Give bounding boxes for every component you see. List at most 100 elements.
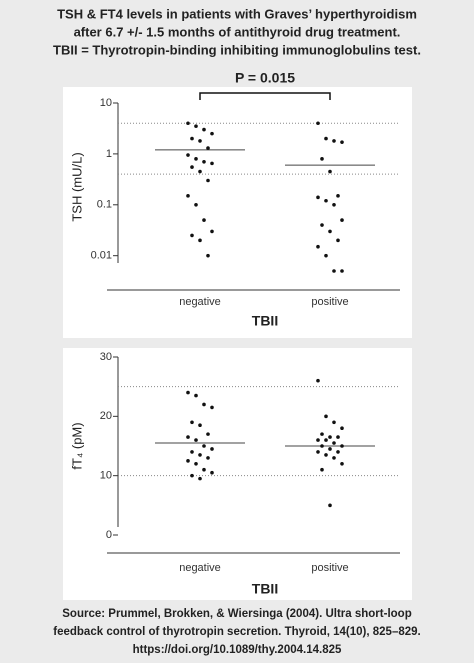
data-point — [340, 218, 344, 222]
panel — [63, 348, 412, 600]
y-tick-label: 30 — [100, 351, 112, 363]
data-point — [316, 244, 320, 249]
data-point — [340, 426, 344, 431]
x-tick-label: negative — [179, 562, 221, 574]
y-tick-label: 20 — [100, 410, 112, 422]
data-point — [194, 124, 198, 129]
data-point — [316, 438, 320, 442]
data-point — [316, 378, 320, 383]
data-point — [198, 453, 202, 457]
data-point — [206, 146, 210, 150]
data-point — [206, 456, 210, 460]
data-point — [186, 435, 190, 439]
data-point — [190, 136, 194, 141]
data-point — [324, 253, 328, 258]
data-point — [186, 390, 190, 395]
x-axis-label: TBII — [252, 313, 278, 329]
annotation: P = 0.015 — [235, 70, 295, 86]
data-point — [340, 462, 344, 466]
data-point — [316, 450, 320, 454]
data-point — [336, 194, 340, 198]
data-point — [324, 453, 328, 457]
data-point — [316, 195, 320, 200]
data-point — [198, 423, 202, 428]
data-point — [186, 153, 190, 157]
data-point — [210, 229, 214, 234]
data-point — [190, 420, 194, 425]
data-point — [210, 161, 214, 166]
title-line: TBII = Thyrotropin-binding inhibiting im… — [53, 42, 421, 57]
y-axis-label: TSH (mU/L) — [69, 152, 84, 221]
data-point — [340, 444, 344, 448]
y-tick-label: 1 — [106, 148, 112, 160]
y-axis-label: fT₄ (pM) — [69, 422, 84, 469]
data-point — [324, 136, 328, 141]
data-point — [198, 169, 202, 174]
data-point — [332, 139, 336, 143]
data-point — [320, 432, 324, 436]
data-point — [202, 159, 206, 164]
data-point — [190, 473, 194, 478]
data-point — [316, 121, 320, 126]
data-point — [186, 459, 190, 463]
y-tick-label: 10 — [100, 97, 112, 109]
panel — [63, 87, 412, 338]
data-point — [320, 467, 324, 472]
data-point — [210, 405, 214, 410]
data-point — [210, 470, 214, 475]
data-point — [194, 202, 198, 207]
data-point — [328, 169, 332, 174]
source-line: https://doi.org/10.1089/thy.2004.14.825 — [133, 644, 342, 656]
data-point — [190, 165, 194, 169]
title-line: after 6.7 +/- 1.5 months of antithyroid … — [74, 24, 401, 39]
data-point — [332, 456, 336, 460]
x-axis-label: TBII — [252, 581, 278, 597]
data-point — [332, 420, 336, 425]
data-point — [202, 218, 206, 222]
data-point — [336, 435, 340, 439]
data-point — [210, 447, 214, 451]
y-tick-label: 0.1 — [97, 199, 112, 211]
data-point — [328, 447, 332, 451]
data-point — [324, 198, 328, 203]
x-tick-label: positive — [311, 296, 348, 308]
data-point — [202, 444, 206, 448]
data-point — [340, 140, 344, 144]
data-point — [206, 432, 210, 436]
x-tick-label: positive — [311, 562, 348, 574]
data-point — [336, 238, 340, 243]
data-point — [186, 194, 190, 198]
data-point — [194, 438, 198, 442]
data-point — [194, 462, 198, 466]
significance-bracket — [199, 92, 331, 100]
data-point — [194, 393, 198, 398]
data-point — [328, 503, 332, 508]
data-point — [336, 450, 340, 454]
data-point — [190, 233, 194, 238]
data-point — [206, 253, 210, 258]
data-point — [206, 178, 210, 183]
data-point — [202, 467, 206, 472]
data-point — [202, 402, 206, 407]
data-point — [332, 441, 336, 445]
data-point — [198, 476, 202, 481]
data-point — [320, 157, 324, 161]
y-tick-label: 10 — [100, 470, 112, 482]
title-line: TSH & FT4 levels in patients with Graves… — [57, 6, 417, 21]
y-tick-label: 0 — [106, 529, 112, 541]
data-point — [198, 139, 202, 143]
data-point — [328, 229, 332, 234]
data-point — [324, 414, 328, 419]
data-point — [340, 269, 344, 273]
data-point — [186, 121, 190, 126]
data-point — [198, 238, 202, 243]
data-point — [202, 127, 206, 132]
data-point — [324, 438, 328, 442]
data-point — [190, 450, 194, 454]
source-line: Source: Prummel, Brokken, & Wiersinga (2… — [62, 608, 411, 620]
data-point — [328, 435, 332, 439]
data-point — [332, 202, 336, 207]
y-tick-label: 0.01 — [91, 250, 112, 262]
